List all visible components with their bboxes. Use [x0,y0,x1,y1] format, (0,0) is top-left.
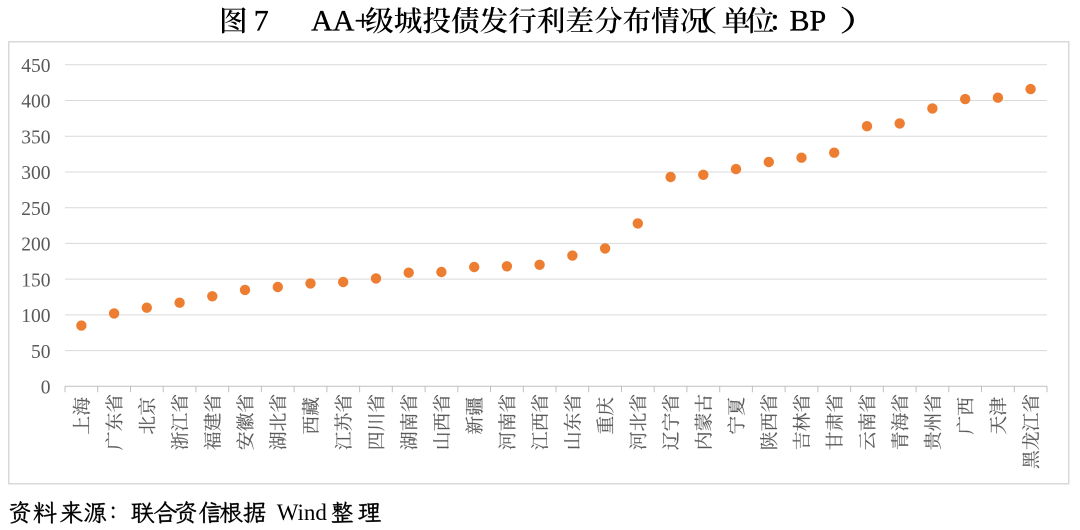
svg-text:450: 450 [21,56,50,77]
svg-text:Wind: Wind [277,500,328,525]
svg-text:50: 50 [31,342,51,363]
svg-text:250: 250 [21,199,50,220]
svg-text:0: 0 [41,378,51,399]
svg-text:300: 300 [21,163,50,184]
svg-text:AA+: AA+ [311,5,371,38]
svg-text:150: 150 [21,270,50,291]
svg-text:BP: BP [790,5,827,38]
svg-text:100: 100 [21,306,50,327]
svg-text:350: 350 [21,127,50,148]
svg-text:400: 400 [21,92,50,113]
svg-text:200: 200 [21,235,50,256]
svg-text:7: 7 [254,5,269,38]
